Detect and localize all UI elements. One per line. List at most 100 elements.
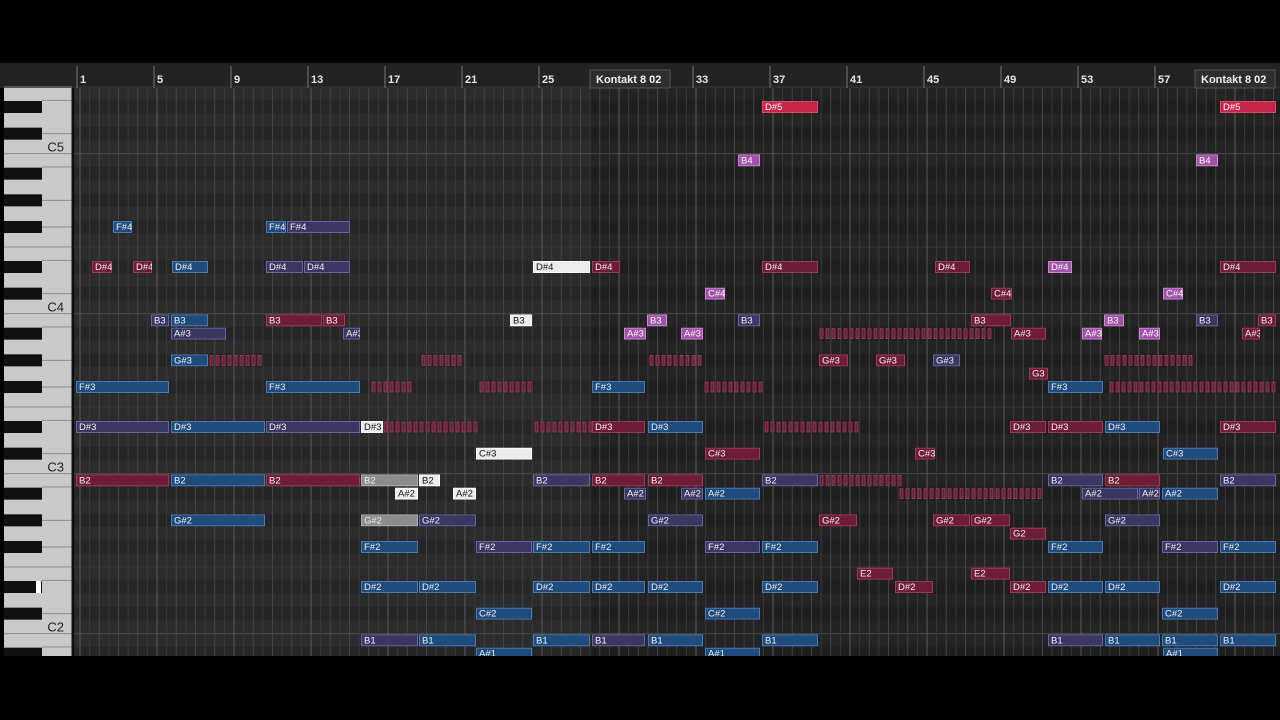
note-fragment[interactable]	[521, 381, 526, 393]
note[interactable]: D#2	[419, 581, 476, 594]
note[interactable]: D#2	[895, 581, 933, 594]
note-fragment[interactable]	[842, 421, 847, 433]
note-fragment[interactable]	[1127, 381, 1132, 393]
note-fragment[interactable]	[927, 328, 932, 339]
note-fragment[interactable]	[1193, 381, 1198, 393]
note[interactable]: A#3	[681, 327, 703, 340]
note-fragment[interactable]	[704, 381, 709, 393]
note-fragment[interactable]	[1115, 381, 1120, 393]
note-fragment[interactable]	[451, 355, 456, 366]
note-fragment[interactable]	[1116, 355, 1121, 366]
note-fragment[interactable]	[867, 328, 872, 339]
note[interactable]: F#3	[266, 381, 360, 394]
note-fragment[interactable]	[1205, 381, 1210, 393]
note-fragment[interactable]	[209, 355, 214, 366]
black-key[interactable]	[4, 514, 42, 527]
note-fragment[interactable]	[800, 421, 805, 433]
note-fragment[interactable]	[831, 328, 836, 339]
note[interactable]: A#2	[705, 487, 760, 500]
note[interactable]: B3	[1196, 314, 1218, 327]
black-key[interactable]	[4, 221, 42, 233]
note-fragment[interactable]	[433, 355, 438, 366]
note-fragment[interactable]	[752, 381, 757, 393]
note-fragment[interactable]	[831, 475, 836, 486]
note-fragment[interactable]	[467, 421, 472, 433]
note-fragment[interactable]	[389, 421, 394, 433]
note-fragment[interactable]	[1247, 381, 1252, 393]
note[interactable]: A#2	[395, 487, 418, 500]
note-fragment[interactable]	[1139, 381, 1144, 393]
note-fragment[interactable]	[933, 328, 938, 339]
note-fragment[interactable]	[491, 381, 496, 393]
note[interactable]: B4	[1196, 154, 1218, 167]
note-fragment[interactable]	[1229, 381, 1234, 393]
note[interactable]: D#5	[762, 101, 818, 114]
note[interactable]: F#3	[592, 381, 645, 394]
note[interactable]: D#3	[1048, 421, 1103, 434]
note-fragment[interactable]	[649, 355, 654, 366]
note-fragment[interactable]	[431, 421, 436, 433]
note-fragment[interactable]	[1163, 381, 1168, 393]
note-fragment[interactable]	[837, 475, 842, 486]
note-fragment[interactable]	[443, 421, 448, 433]
note-fragment[interactable]	[824, 421, 829, 433]
note-fragment[interactable]	[1158, 355, 1163, 366]
note-fragment[interactable]	[1223, 381, 1228, 393]
note-fragment[interactable]	[776, 421, 781, 433]
note[interactable]: A#2	[681, 487, 703, 500]
note[interactable]: F#2	[762, 541, 818, 554]
note-fragment[interactable]	[891, 475, 896, 486]
note-fragment[interactable]	[959, 488, 964, 499]
note[interactable]: D#3	[1220, 421, 1276, 434]
note-fragment[interactable]	[1253, 381, 1258, 393]
note[interactable]: B2	[592, 474, 645, 487]
black-key[interactable]	[4, 607, 42, 620]
black-key[interactable]	[4, 354, 42, 367]
note[interactable]: B1	[592, 634, 645, 647]
note-fragment[interactable]	[679, 355, 684, 366]
note[interactable]: D#3	[1010, 421, 1046, 434]
note[interactable]: D#4	[935, 261, 970, 274]
part-label-box[interactable]	[1194, 69, 1276, 89]
note[interactable]: A#3	[1011, 327, 1046, 340]
note-fragment[interactable]	[401, 381, 406, 393]
note[interactable]: D#4	[592, 261, 620, 274]
note-fragment[interactable]	[861, 328, 866, 339]
note-fragment[interactable]	[1152, 355, 1157, 366]
note-fragment[interactable]	[445, 355, 450, 366]
note[interactable]: D#2	[762, 581, 818, 594]
note-fragment[interactable]	[885, 328, 890, 339]
note-fragment[interactable]	[1182, 355, 1187, 366]
note[interactable]: B1	[1220, 634, 1276, 647]
note-fragment[interactable]	[1181, 381, 1186, 393]
note-fragment[interactable]	[1121, 381, 1126, 393]
note-fragment[interactable]	[716, 381, 721, 393]
note-fragment[interactable]	[879, 475, 884, 486]
note-fragment[interactable]	[764, 421, 769, 433]
note[interactable]: F#3	[76, 381, 169, 394]
note-fragment[interactable]	[782, 421, 787, 433]
note[interactable]: B1	[533, 634, 590, 647]
note[interactable]: G2	[1010, 527, 1046, 540]
note[interactable]: B2	[762, 474, 818, 487]
note-fragment[interactable]	[1241, 381, 1246, 393]
note-fragment[interactable]	[945, 328, 950, 339]
note[interactable]: B1	[762, 634, 818, 647]
note[interactable]: D#3	[266, 421, 360, 434]
note-fragment[interactable]	[758, 381, 763, 393]
note[interactable]: G#3	[876, 354, 905, 367]
note-fragment[interactable]	[1109, 381, 1114, 393]
note-fragment[interactable]	[843, 475, 848, 486]
note-fragment[interactable]	[953, 488, 958, 499]
note-fragment[interactable]	[661, 355, 666, 366]
black-key[interactable]	[4, 581, 42, 593]
note[interactable]: B3	[1104, 314, 1124, 327]
note-fragment[interactable]	[909, 328, 914, 339]
note[interactable]: B1	[419, 634, 476, 647]
note-fragment[interactable]	[479, 381, 484, 393]
note-fragment[interactable]	[728, 381, 733, 393]
note[interactable]: F#2	[1220, 541, 1276, 554]
note-fragment[interactable]	[697, 355, 702, 366]
note-fragment[interactable]	[867, 475, 872, 486]
note[interactable]: G3	[1029, 367, 1048, 380]
